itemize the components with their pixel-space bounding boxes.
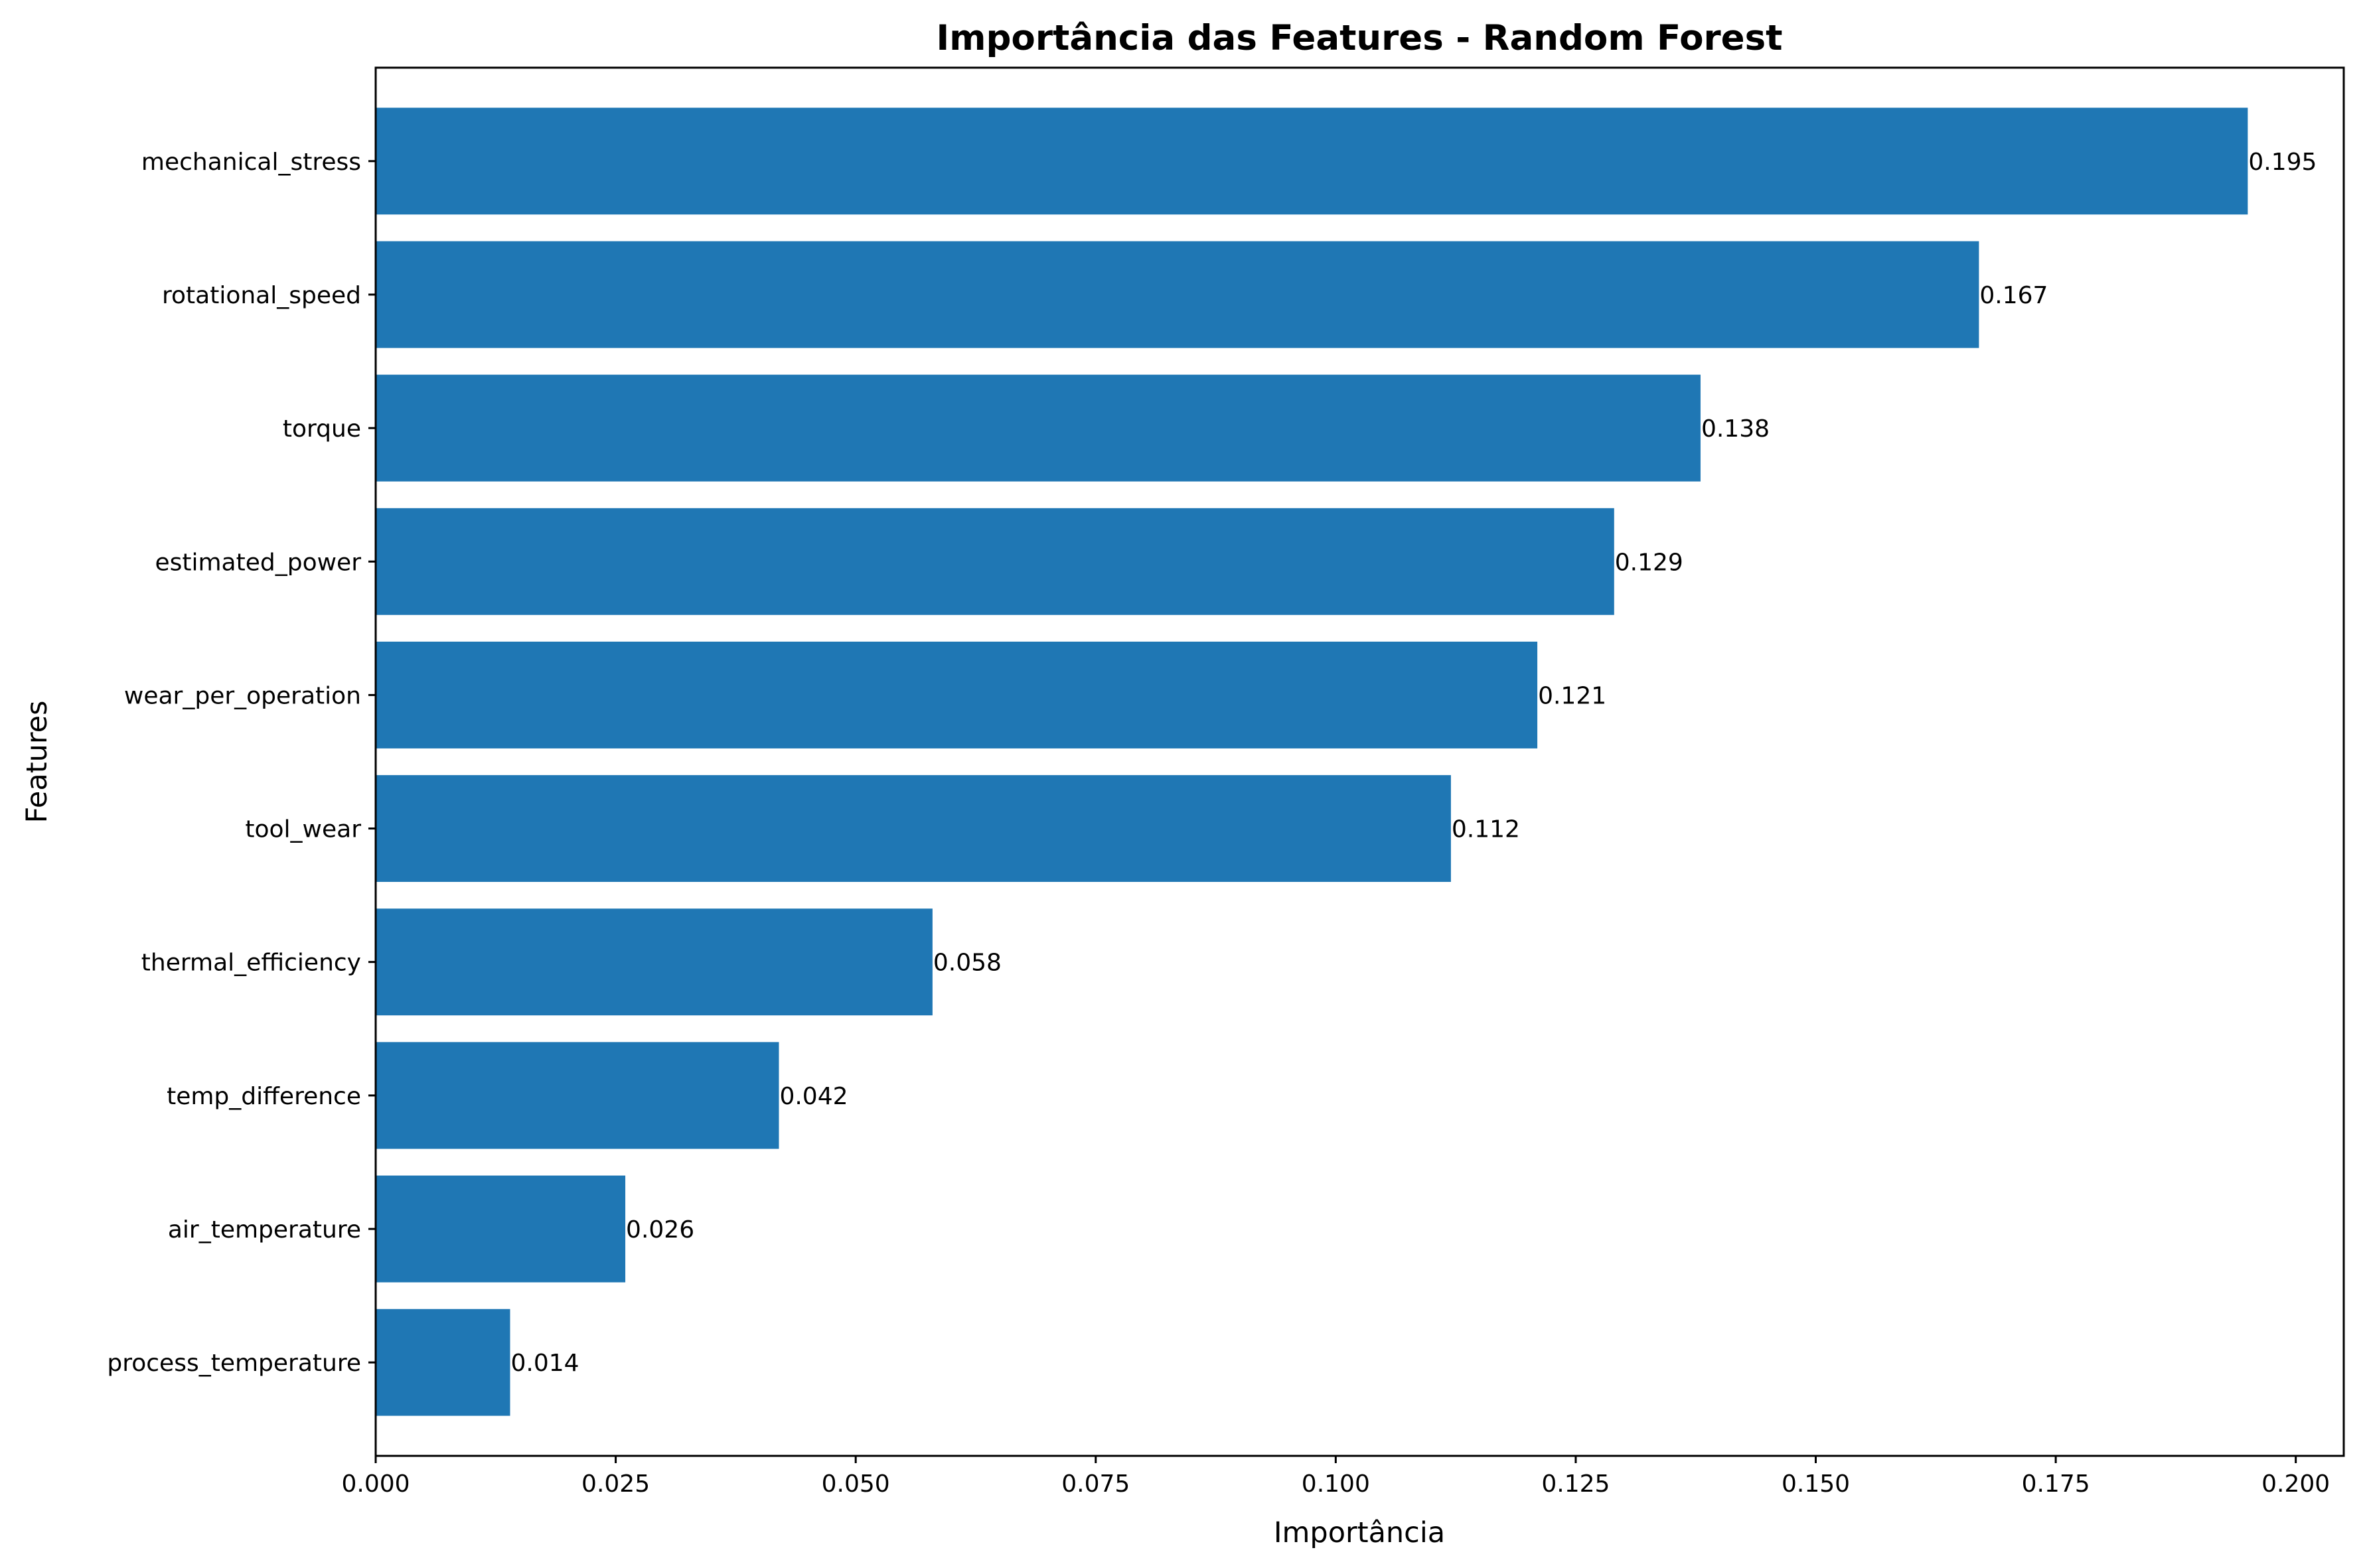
- y-tick-label-rotational_speed: rotational_speed: [162, 282, 361, 309]
- value-label-wear_per_operation: 0.121: [1538, 682, 1606, 709]
- chart-title: Importância das Features - Random Forest: [937, 18, 1783, 58]
- y-tick-label-air_temperature: air_temperature: [168, 1216, 361, 1244]
- y-tick-label-estimated_power: estimated_power: [155, 549, 361, 576]
- bar-air_temperature: [376, 1175, 626, 1283]
- y-tick-label-mechanical_stress: mechanical_stress: [141, 149, 361, 176]
- bar-estimated_power: [376, 508, 1614, 615]
- bar-tool_wear: [376, 775, 1451, 883]
- bar-process_temperature: [376, 1309, 510, 1416]
- value-label-mechanical_stress: 0.195: [2248, 149, 2317, 176]
- bar-thermal_efficiency: [376, 908, 933, 1016]
- x-tick-label: 0.125: [1541, 1470, 1610, 1498]
- value-labels-group: 0.195 0.167 0.138 0.129 0.121 0.112 0.058 0.042…: [510, 149, 2317, 1377]
- value-label-estimated_power: 0.129: [1615, 549, 1683, 576]
- x-tick-label: 0.000: [341, 1470, 410, 1498]
- bars-group: [376, 107, 2248, 1416]
- value-label-process_temperature: 0.014: [510, 1350, 579, 1377]
- x-tick-label: 0.075: [1061, 1470, 1130, 1498]
- value-label-tool_wear: 0.112: [1452, 816, 1520, 843]
- bar-rotational_speed: [376, 241, 1979, 348]
- bar-torque: [376, 374, 1701, 482]
- value-label-torque: 0.138: [1701, 415, 1770, 443]
- plot-frame: [374, 66, 2345, 1457]
- bar-temp_difference: [376, 1042, 779, 1149]
- y-tick-label-wear_per_operation: wear_per_operation: [124, 682, 361, 709]
- y-tick-label-temp_difference: temp_difference: [167, 1083, 361, 1110]
- x-tick-label: 0.100: [1302, 1470, 1370, 1498]
- value-label-temp_difference: 0.042: [779, 1083, 848, 1110]
- y-tick-label-tool_wear: tool_wear: [245, 816, 361, 843]
- bar-mechanical_stress: [376, 107, 2248, 215]
- bar-wear_per_operation: [376, 641, 1538, 748]
- x-tick-label: 0.050: [822, 1470, 890, 1498]
- x-axis-label: Importância: [1274, 1516, 1445, 1549]
- y-axis-label: Features: [21, 701, 54, 823]
- y-tick-label-thermal_efficiency: thermal_efficiency: [141, 950, 361, 977]
- x-axis-ticks: 0.000 0.025 0.050 0.075 0.100 0.125 0.150 0.175…: [341, 1456, 2330, 1498]
- y-tick-label-torque: torque: [283, 415, 361, 443]
- x-tick-label: 0.175: [2022, 1470, 2090, 1498]
- x-tick-label: 0.150: [1782, 1470, 1850, 1498]
- x-tick-label: 0.025: [581, 1470, 650, 1498]
- value-label-thermal_efficiency: 0.058: [933, 950, 1002, 977]
- y-tick-label-process_temperature: process_temperature: [107, 1350, 361, 1377]
- value-label-air_temperature: 0.026: [626, 1216, 694, 1244]
- x-tick-label: 0.200: [2261, 1470, 2330, 1498]
- value-label-rotational_speed: 0.167: [1979, 282, 2048, 309]
